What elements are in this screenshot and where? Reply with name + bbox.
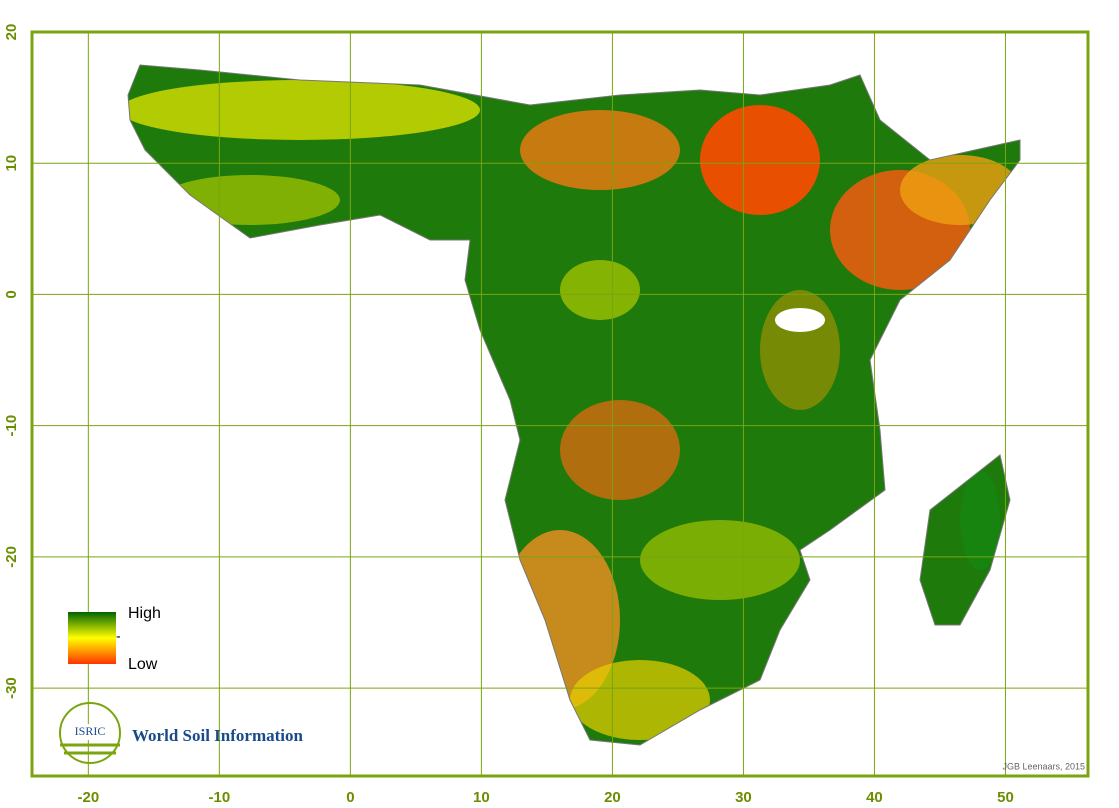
legend-gradient	[68, 612, 116, 664]
y-tick-label: 20	[3, 24, 20, 41]
x-tick-label: 40	[866, 789, 883, 806]
x-tick-label: -10	[209, 789, 231, 806]
coastline	[127, 64, 1021, 746]
legend-label: Low	[128, 656, 158, 673]
y-tick-label: -10	[3, 415, 20, 437]
y-tick-label: -30	[3, 677, 20, 699]
x-tick-label: 30	[735, 789, 752, 806]
x-tick-label: 10	[473, 789, 490, 806]
legend-label: High	[128, 605, 161, 622]
x-tick-label: -20	[77, 789, 99, 806]
map-frame	[30, 30, 1090, 778]
logo: ISRIC World Soil Information	[59, 702, 304, 764]
logo-acronym: ISRIC	[75, 724, 106, 738]
logo-text: World Soil Information	[132, 726, 304, 745]
legend-label: -	[116, 628, 121, 644]
y-tick-label: -20	[3, 546, 20, 568]
y-tick-label: 10	[3, 155, 20, 172]
x-tick-label: 0	[346, 789, 354, 806]
x-tick-label: 50	[997, 789, 1014, 806]
x-tick-label: 20	[604, 789, 621, 806]
y-tick-label: 0	[3, 290, 20, 298]
credit: JGB Leenaars, 2015	[1002, 761, 1085, 771]
